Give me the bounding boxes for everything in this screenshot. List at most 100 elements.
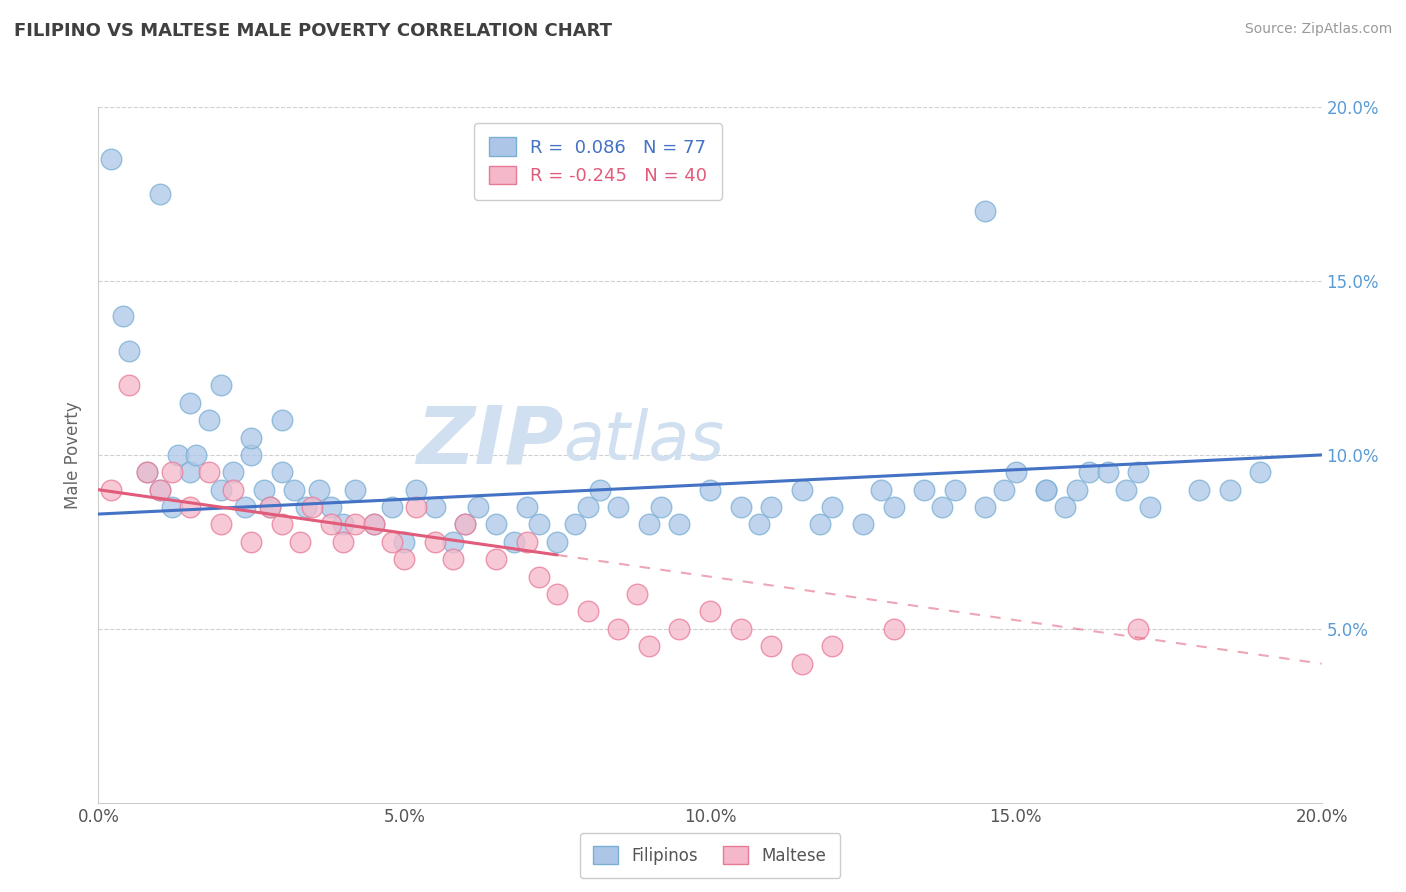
Text: atlas: atlas [564, 408, 724, 474]
Point [576, 500, 599, 514]
Point [1139, 500, 1161, 514]
Point [1219, 483, 1241, 497]
Point [363, 517, 385, 532]
Point [759, 500, 782, 514]
Point [454, 517, 477, 532]
Point [485, 552, 508, 566]
Point [564, 517, 586, 532]
Point [1115, 483, 1137, 497]
Point [111, 309, 134, 323]
Point [516, 534, 538, 549]
Point [149, 187, 172, 202]
Point [503, 534, 526, 549]
Point [136, 466, 159, 480]
Point [626, 587, 648, 601]
Point [1188, 483, 1211, 497]
Point [240, 431, 263, 445]
Point [381, 500, 404, 514]
Point [668, 622, 690, 636]
Point [118, 343, 141, 358]
Point [319, 517, 342, 532]
Point [1249, 466, 1271, 480]
Point [1066, 483, 1088, 497]
Point [179, 466, 201, 480]
Point [821, 500, 844, 514]
Point [270, 517, 292, 532]
Point [344, 483, 367, 497]
Point [222, 483, 245, 497]
Point [668, 517, 690, 532]
Point [290, 534, 312, 549]
Point [240, 448, 263, 462]
Point [179, 396, 201, 410]
Text: Source: ZipAtlas.com: Source: ZipAtlas.com [1244, 22, 1392, 37]
Point [699, 483, 721, 497]
Point [332, 517, 354, 532]
Point [1097, 466, 1119, 480]
Point [527, 517, 550, 532]
Point [454, 517, 477, 532]
Point [1128, 466, 1150, 480]
Point [576, 605, 599, 619]
Point [118, 378, 141, 392]
Legend: Filipinos, Maltese: Filipinos, Maltese [581, 833, 839, 878]
Point [607, 500, 630, 514]
Point [699, 605, 721, 619]
Point [748, 517, 770, 532]
Text: ZIP: ZIP [416, 402, 564, 480]
Point [240, 534, 263, 549]
Point [974, 204, 997, 219]
Point [149, 483, 172, 497]
Point [136, 466, 159, 480]
Point [441, 534, 464, 549]
Point [392, 534, 416, 549]
Point [392, 552, 416, 566]
Point [1035, 483, 1057, 497]
Point [485, 517, 508, 532]
Point [381, 534, 404, 549]
Point [167, 448, 190, 462]
Point [405, 483, 427, 497]
Point [233, 500, 256, 514]
Point [607, 622, 630, 636]
Point [441, 552, 464, 566]
Point [1078, 466, 1101, 480]
Point [160, 466, 183, 480]
Point [637, 639, 661, 653]
Point [186, 448, 208, 462]
Point [650, 500, 672, 514]
Point [730, 622, 752, 636]
Point [423, 534, 446, 549]
Point [637, 517, 661, 532]
Point [912, 483, 935, 497]
Point [759, 639, 782, 653]
Point [252, 483, 274, 497]
Point [149, 483, 172, 497]
Point [197, 413, 219, 427]
Point [467, 500, 489, 514]
Point [259, 500, 281, 514]
Point [363, 517, 385, 532]
Point [209, 517, 232, 532]
Point [1035, 483, 1057, 497]
Point [100, 483, 122, 497]
Point [301, 500, 323, 514]
Point [790, 657, 813, 671]
Point [931, 500, 953, 514]
Point [790, 483, 813, 497]
Point [1004, 466, 1026, 480]
Point [197, 466, 219, 480]
Point [546, 534, 568, 549]
Point [808, 517, 831, 532]
Point [516, 500, 538, 514]
Point [259, 500, 281, 514]
Point [295, 500, 318, 514]
Point [870, 483, 893, 497]
Point [730, 500, 752, 514]
Point [821, 639, 844, 653]
Point [100, 152, 122, 166]
Point [270, 466, 292, 480]
Point [179, 500, 201, 514]
Point [405, 500, 427, 514]
Point [319, 500, 342, 514]
